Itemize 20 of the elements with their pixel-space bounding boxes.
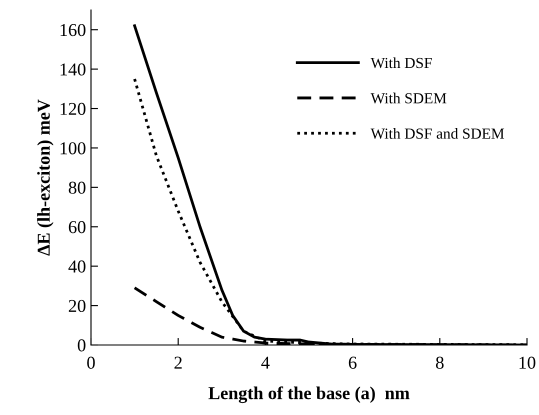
legend-label: With DSF bbox=[370, 57, 432, 68]
y-tick-label: 140 bbox=[60, 63, 86, 76]
y-tick-label: 160 bbox=[60, 24, 86, 36]
legend-label: With DSF and SDEM bbox=[370, 128, 504, 139]
x-tick-label: 0 bbox=[87, 356, 95, 369]
y-tick-label: 100 bbox=[60, 142, 86, 154]
x-tick-label: 6 bbox=[348, 356, 357, 369]
x-axis-title: Length of the base (a) nm bbox=[208, 386, 410, 404]
y-tick-label: 120 bbox=[60, 102, 86, 115]
x-tick-label: 2 bbox=[174, 356, 182, 369]
y-tick-label: 40 bbox=[68, 260, 86, 273]
y-tick-label: 60 bbox=[68, 221, 86, 234]
x-tick-label: 8 bbox=[436, 356, 444, 369]
legend-label: With SDEM bbox=[370, 92, 446, 104]
x-tick-label: 4 bbox=[261, 356, 270, 369]
x-tick-label: 10 bbox=[520, 356, 536, 369]
y-axis-title: ΔE (lh-exciton) meV bbox=[37, 99, 54, 256]
y-tick-label: 0 bbox=[78, 339, 86, 352]
y-tick-label: 20 bbox=[68, 300, 86, 312]
y-tick-label: 80 bbox=[68, 182, 86, 194]
